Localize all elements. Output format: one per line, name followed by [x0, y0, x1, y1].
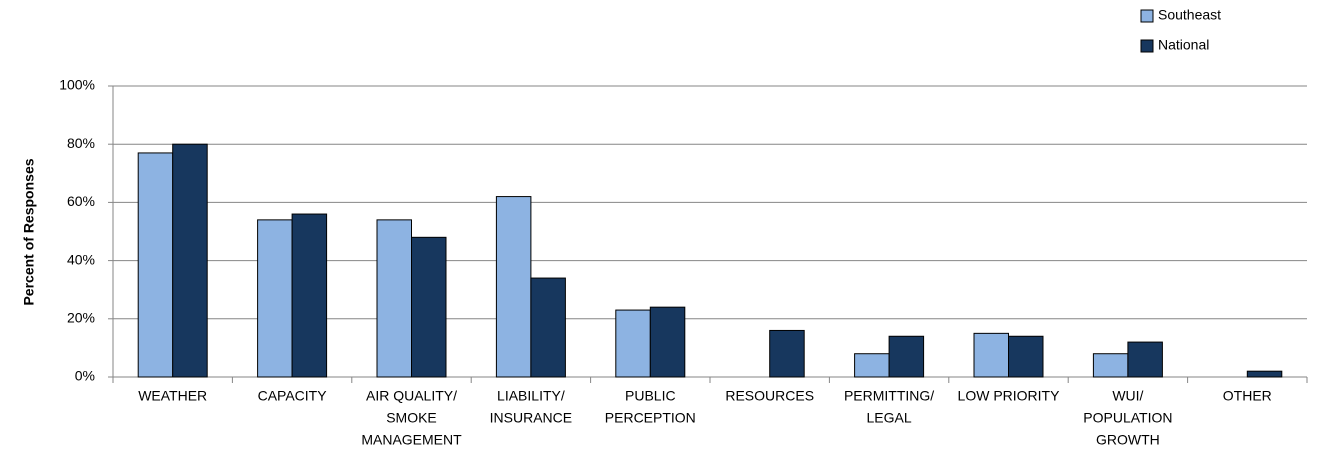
- x-tick-label: GROWTH: [1096, 432, 1160, 448]
- bar: [1127, 341, 1163, 378]
- x-tick-label: WEATHER: [138, 388, 207, 404]
- legend-swatch: [1140, 9, 1154, 23]
- x-tick-label: INSURANCE: [490, 410, 572, 426]
- bar: [411, 236, 447, 378]
- y-tick-label: 80%: [67, 135, 95, 151]
- legend-swatch: [1140, 39, 1154, 53]
- y-tick-label: 60%: [67, 193, 95, 209]
- bar: [769, 329, 805, 378]
- y-tick-label: 0%: [75, 368, 95, 384]
- bar: [615, 309, 651, 378]
- bar: [291, 213, 328, 378]
- bar: [1092, 353, 1129, 378]
- x-tick-label: OTHER: [1223, 388, 1272, 404]
- x-tick-label: POPULATION: [1083, 410, 1172, 426]
- x-tick-label: WUI/: [1112, 388, 1143, 404]
- bar: [257, 219, 293, 378]
- bar: [495, 196, 532, 378]
- bar: [376, 219, 412, 378]
- bar: [649, 306, 686, 378]
- x-tick-label: MANAGEMENT: [361, 432, 462, 448]
- bar: [888, 335, 925, 378]
- bar: [530, 277, 566, 378]
- x-tick-label: LEGAL: [867, 410, 912, 426]
- bar: [854, 353, 890, 378]
- legend-label: Southeast: [1158, 7, 1221, 23]
- bar: [137, 152, 174, 378]
- x-tick-label: PERMITTING/: [844, 388, 934, 404]
- x-tick-label: LOW PRIORITY: [958, 388, 1061, 404]
- x-tick-label: SMOKE: [386, 410, 437, 426]
- bar: [172, 143, 208, 378]
- y-tick-label: 100%: [59, 77, 95, 93]
- y-tick-label: 40%: [67, 251, 95, 267]
- bar: [1246, 370, 1283, 378]
- x-tick-label: PERCEPTION: [605, 410, 696, 426]
- y-tick-label: 20%: [67, 310, 95, 326]
- y-axis-label: Percent of Responses: [21, 158, 37, 305]
- x-tick-label: LIABILITY/: [497, 388, 565, 404]
- x-tick-label: PUBLIC: [625, 388, 676, 404]
- legend-label: National: [1158, 37, 1209, 53]
- x-tick-label: CAPACITY: [258, 388, 328, 404]
- bar: [973, 332, 1009, 378]
- bar: [1008, 335, 1044, 378]
- x-tick-label: RESOURCES: [725, 388, 814, 404]
- x-tick-label: AIR QUALITY/: [366, 388, 457, 404]
